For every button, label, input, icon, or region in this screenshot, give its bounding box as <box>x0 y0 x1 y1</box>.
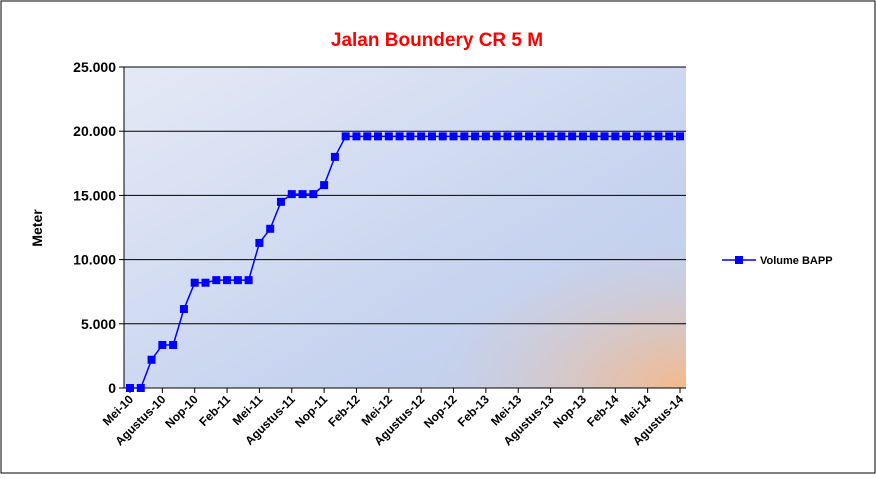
point-marker <box>287 190 296 199</box>
point-marker <box>449 132 458 141</box>
point-marker <box>481 132 490 141</box>
chart-title: Jalan Boundery CR 5 M <box>331 30 543 51</box>
point-marker <box>374 132 383 141</box>
y-tick-label: 20.000 <box>73 123 116 139</box>
point-marker <box>395 132 404 141</box>
point-marker <box>578 132 587 141</box>
legend-label: Volume BAPP <box>760 255 833 267</box>
point-marker <box>309 190 318 199</box>
point-marker <box>611 132 620 141</box>
point-marker <box>427 132 436 141</box>
point-marker <box>223 276 232 285</box>
point-marker <box>201 278 210 287</box>
legend-marker <box>735 256 743 264</box>
point-marker <box>503 132 512 141</box>
point-marker <box>136 384 145 392</box>
point-marker <box>417 132 426 141</box>
plot-background-glow <box>124 67 686 388</box>
point-marker <box>568 132 577 141</box>
point-marker <box>665 132 674 141</box>
point-marker <box>255 238 264 247</box>
y-tick-label: 15.000 <box>73 187 116 203</box>
point-marker <box>158 340 167 349</box>
point-marker <box>363 132 372 141</box>
point-marker <box>126 384 134 392</box>
y-tick-label: 0 <box>108 380 116 396</box>
point-marker <box>557 132 566 141</box>
point-marker <box>492 132 501 141</box>
point-marker <box>643 132 652 141</box>
y-tick-label: 10.000 <box>73 252 116 268</box>
y-tick-label: 25.000 <box>73 59 116 75</box>
point-marker <box>622 132 631 141</box>
point-marker <box>212 276 221 285</box>
point-marker <box>525 132 534 141</box>
point-marker <box>330 152 339 161</box>
point-marker <box>341 132 350 141</box>
point-marker <box>471 132 480 141</box>
point-marker <box>244 276 253 285</box>
point-marker <box>438 132 447 141</box>
point-marker <box>514 132 523 141</box>
point-marker <box>676 132 684 141</box>
y-tick-label: 5.000 <box>81 316 116 332</box>
point-marker <box>589 132 598 141</box>
point-marker <box>406 132 415 141</box>
point-marker <box>298 190 307 199</box>
point-marker <box>320 181 329 190</box>
point-marker <box>654 132 663 141</box>
point-marker <box>190 278 199 287</box>
point-marker <box>179 305 188 314</box>
point-marker <box>169 340 178 349</box>
point-marker <box>460 132 469 141</box>
series-line <box>130 135 680 389</box>
point-marker <box>276 197 285 206</box>
point-marker <box>384 132 393 141</box>
point-marker <box>535 132 544 141</box>
point-marker <box>266 224 275 233</box>
point-marker <box>233 276 242 285</box>
point-marker <box>600 132 609 141</box>
point-marker <box>147 355 156 364</box>
point-marker <box>546 132 555 141</box>
point-marker <box>352 132 361 141</box>
point-marker <box>632 132 641 141</box>
y-axis-label: Meter <box>29 209 45 247</box>
